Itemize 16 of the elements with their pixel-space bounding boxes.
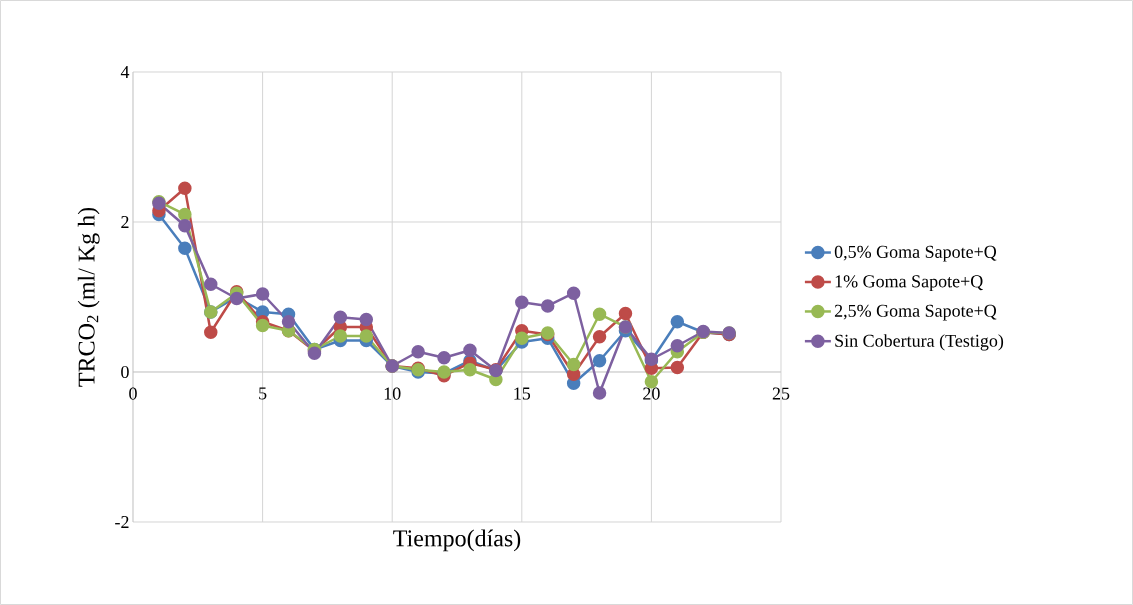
legend-label: Sin Cobertura (Testigo) [835, 334, 1004, 351]
x-tick-label: 0 [129, 387, 137, 400]
y-axis-title: TRCO$_{2}$ (ml/ Kg h) [77, 207, 100, 387]
x-tick-label: 25 [772, 387, 790, 400]
y-tick-label: 0 [121, 365, 129, 379]
y-tick-label: 4 [120, 66, 130, 78]
x-tick-label: 20 [643, 387, 660, 400]
x-axis-title: Tiempo(días) [393, 529, 521, 552]
legend-label: 1% Goma Sapote+Q [835, 275, 983, 292]
legend-label: 2,5% Goma Sapote+Q [834, 304, 997, 321]
y-tick-label: -2 [115, 516, 129, 528]
x-tick-label: 5 [259, 387, 267, 400]
x-tick-label: 15 [514, 387, 531, 400]
y-tick-label: 2 [121, 216, 129, 228]
x-tick-label: 10 [384, 387, 401, 400]
legend-label: 0,5% Goma Sapote+Q [834, 245, 997, 262]
